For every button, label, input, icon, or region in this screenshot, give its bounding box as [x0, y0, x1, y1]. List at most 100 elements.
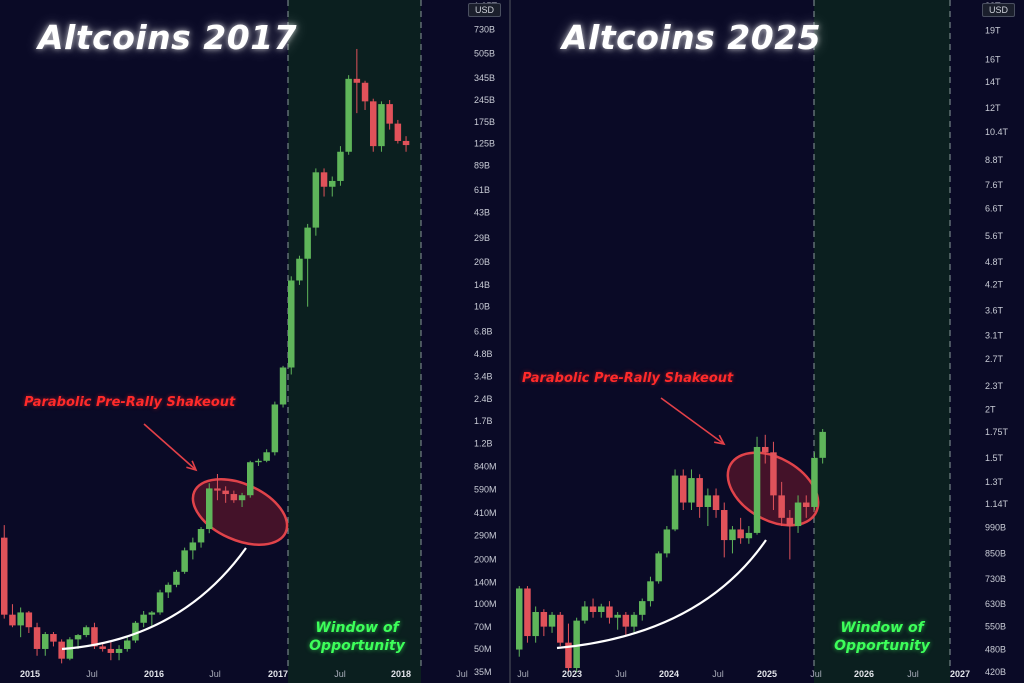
- left-y-tick-label: 1.7B: [474, 416, 493, 426]
- left-y-tick-label: 2.4B: [474, 394, 493, 404]
- left-candle-body: [353, 78, 361, 83]
- left-candle-body: [74, 635, 82, 640]
- right-candle-body: [663, 529, 671, 554]
- left-candle-body: [42, 634, 49, 649]
- right-y-tick-label: 2T: [985, 404, 996, 414]
- right-y-tick-label: 2.3T: [985, 381, 1004, 391]
- left-y-tick-label: 4.8B: [474, 349, 493, 359]
- left-y-tick-label: 50M: [474, 644, 492, 654]
- left-y-tick-label: 3.4B: [474, 371, 493, 381]
- left-x-tick-label: Jul: [334, 669, 346, 679]
- right-currency-badge[interactable]: USD: [982, 3, 1016, 17]
- left-candle-body: [378, 104, 385, 147]
- right-shakeout-label: Parabolic Pre-Rally Shakeout: [522, 371, 734, 386]
- left-currency-badge[interactable]: USD: [468, 3, 502, 17]
- left-y-tick-label: 245B: [474, 95, 495, 105]
- right-y-tick-label: 1.14T: [985, 499, 1009, 509]
- left-candle-body: [263, 452, 270, 461]
- right-candle-body: [524, 588, 531, 637]
- right-y-tick-label: 3.6T: [985, 306, 1004, 316]
- right-y-tick-label: 420B: [985, 667, 1006, 677]
- left-candle-body: [181, 550, 188, 572]
- right-y-tick-label: 630B: [985, 599, 1006, 609]
- right-window-region: [814, 0, 950, 683]
- left-candle-body: [288, 280, 295, 368]
- left-candle-body: [140, 614, 147, 623]
- left-window-line2: Opportunity: [309, 638, 405, 654]
- right-x-tick-label: 2027: [950, 669, 970, 679]
- right-y-tick-label: 1.3T: [985, 477, 1004, 487]
- left-y-tick-label: 61B: [474, 185, 490, 195]
- right-candle-body: [819, 431, 826, 458]
- right-y-tick-label: 480B: [985, 645, 1006, 655]
- right-candle-body: [688, 478, 695, 503]
- left-candle-body: [402, 140, 410, 146]
- right-y-tick-label: 6.6T: [985, 204, 1004, 214]
- left-candle-body: [271, 404, 279, 453]
- left-y-tick-label: 590M: [474, 485, 497, 495]
- left-candle-body: [329, 180, 336, 187]
- right-candle-body: [671, 475, 679, 530]
- right-x-tick-label: Jul: [517, 669, 529, 679]
- right-candle-body: [598, 606, 605, 612]
- left-candle-body: [312, 172, 320, 228]
- left-y-tick-label: 70M: [474, 622, 492, 632]
- left-candle-body: [156, 592, 164, 613]
- right-candle-body: [630, 614, 638, 627]
- left-y-tick-label: 1.2B: [474, 439, 493, 449]
- right-candle-body: [639, 601, 646, 615]
- right-candle-body: [622, 614, 630, 627]
- left-candle-body: [394, 123, 402, 141]
- left-y-tick-label: 89B: [474, 160, 490, 170]
- left-y-tick-label: 20B: [474, 257, 490, 267]
- left-y-tick-label: 100M: [474, 599, 497, 609]
- right-candle-body: [721, 510, 728, 541]
- left-y-tick-label: 43B: [474, 207, 490, 217]
- left-candle-body: [58, 641, 65, 659]
- left-x-tick-label: Jul: [86, 669, 98, 679]
- left-y-tick-label: 14B: [474, 280, 490, 290]
- left-y-tick-label: 345B: [474, 73, 495, 83]
- left-candle-body: [230, 494, 238, 501]
- left-candle-body: [361, 82, 369, 102]
- left-y-tick-label: 125B: [474, 138, 495, 148]
- right-arrow-head: [714, 434, 726, 446]
- left-window-label: Window of Opportunity: [297, 619, 417, 655]
- left-shakeout-ellipse: [191, 478, 289, 546]
- right-y-tick-label: 2.7T: [985, 354, 1004, 364]
- right-chart-title: Altcoins 2025: [562, 18, 822, 57]
- left-candle-body: [99, 646, 106, 649]
- left-candle-body: [33, 627, 41, 649]
- right-x-tick-label: Jul: [810, 669, 822, 679]
- right-candle-body: [753, 446, 761, 533]
- left-candle-body: [206, 488, 213, 530]
- left-candle-body: [148, 612, 156, 615]
- right-candle-body: [786, 517, 794, 527]
- left-candle-body: [255, 460, 262, 463]
- left-x-tick-label: 2015: [20, 669, 40, 679]
- right-candle-body: [557, 614, 564, 643]
- right-candle-body: [696, 478, 703, 507]
- right-y-tick-label: 3.1T: [985, 331, 1004, 341]
- left-candle-body: [222, 490, 229, 495]
- left-x-tick-label: Jul: [456, 669, 468, 679]
- left-parabolic-curve: [61, 547, 247, 651]
- left-candle-body: [132, 622, 139, 641]
- left-arrow-head: [186, 460, 198, 472]
- right-candle-body: [712, 495, 720, 511]
- left-y-tick-label: 29B: [474, 233, 490, 243]
- right-y-tick-label: 19T: [985, 26, 1001, 36]
- right-x-tick-label: Jul: [907, 669, 919, 679]
- right-candle-body: [680, 475, 687, 503]
- right-candle-body: [655, 553, 662, 582]
- right-window-line1: Window of: [840, 620, 924, 636]
- left-y-tick-label: 35M: [474, 667, 492, 677]
- right-candle-body: [803, 502, 810, 507]
- right-candle-body: [647, 581, 654, 602]
- right-y-tick-label: 550B: [985, 622, 1006, 632]
- right-y-tick-label: 7.6T: [985, 180, 1004, 190]
- right-y-tick-label: 1.75T: [985, 427, 1009, 437]
- right-y-tick-label: 730B: [985, 574, 1006, 584]
